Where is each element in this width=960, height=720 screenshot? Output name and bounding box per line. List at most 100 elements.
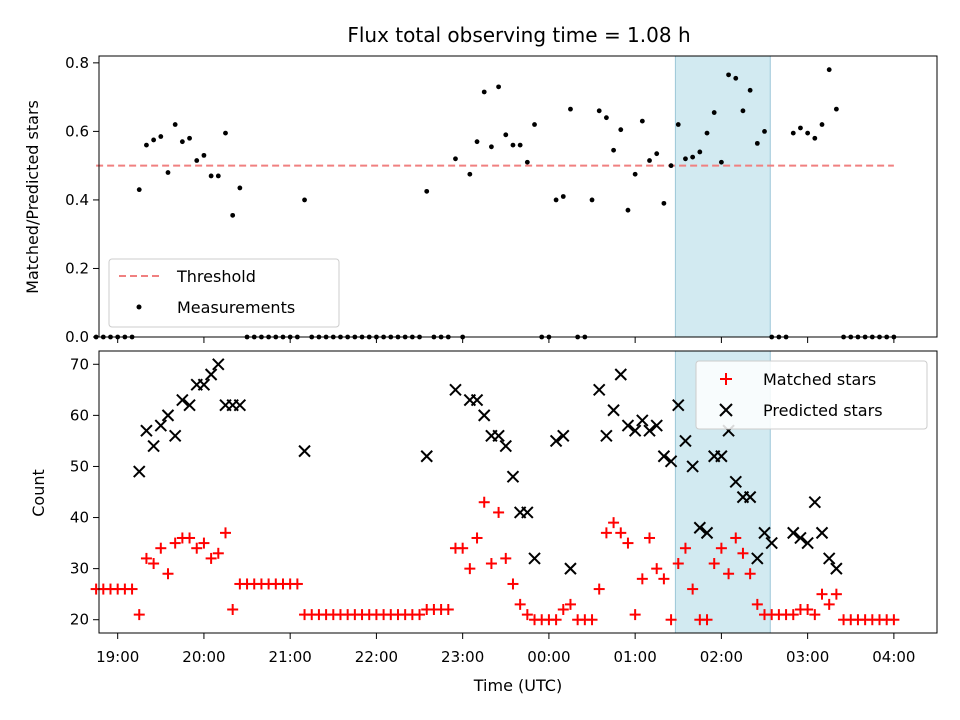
predicted-x-b (478, 409, 491, 422)
matched-stars-point (133, 609, 145, 621)
matched-stars-point (557, 604, 569, 615)
measurement-point (639, 118, 645, 124)
measurement-point (503, 132, 509, 138)
matched-stars-point (622, 537, 634, 549)
predicted-stars-point (499, 439, 512, 453)
predicted-x-b (506, 470, 520, 483)
matched-stars-point (665, 614, 677, 626)
ratio-ytick-label: 0.6 (65, 122, 89, 140)
measurement-point (568, 106, 573, 112)
predicted-stars-point (233, 398, 247, 412)
matched-stars-point (155, 542, 167, 554)
measurement-point (165, 170, 171, 175)
matched-stars-point (751, 598, 763, 610)
predicted-x-b (650, 419, 663, 432)
measurement-point (790, 130, 796, 136)
predicted-stars-point (751, 552, 764, 565)
predicted-x-b (614, 368, 627, 381)
predicted-stars-point (650, 419, 663, 432)
predicted-stars-point (420, 450, 433, 463)
matched-stars-point (737, 547, 749, 559)
legend-threshold-label: Threshold (176, 267, 256, 286)
predicted-x-b (154, 419, 168, 432)
count-panel: 20 30 40 50 60 70 19:00 20:00 21:00 22:00 23:00 00… (29, 350, 938, 695)
predicted-x-b (672, 398, 685, 412)
matched-stars-point (586, 614, 598, 626)
legend-predicted-label: Predicted stars (763, 401, 883, 420)
predicted-stars-point (168, 429, 182, 443)
matched-stars-point (521, 609, 533, 621)
predicted-stars-point (212, 358, 225, 371)
measurement-point (144, 142, 149, 148)
predicted-stars-point (794, 531, 807, 545)
measurement-point (654, 151, 660, 157)
measurement-point (798, 125, 803, 131)
predicted-x-b (628, 424, 642, 437)
predicted-x-b (499, 439, 512, 453)
matched-stars-point (830, 588, 842, 600)
xtick-label: 02:00 (700, 648, 743, 666)
matched-stars-point (615, 527, 627, 539)
count-y-axis-label: Count (29, 469, 48, 517)
predicted-x-b (621, 419, 635, 432)
ratio-ytick-label: 0.4 (65, 191, 89, 209)
predicted-x-b (794, 531, 807, 545)
matched-stars-point (169, 537, 181, 549)
predicted-stars-point (822, 552, 836, 565)
measurement-point (187, 135, 192, 141)
ratio-ytick-label: 0.8 (65, 54, 89, 72)
matched-stars-point (787, 609, 799, 621)
measurement-point (453, 156, 458, 162)
measurement-point (151, 137, 157, 143)
predicted-stars-point (672, 398, 685, 412)
predicted-stars-point (521, 506, 534, 519)
measurement-point (510, 142, 516, 148)
measurement-point (754, 140, 760, 146)
measurement-point (733, 75, 739, 81)
ratio-y-axis-label: Matched/Predicted stars (23, 100, 42, 294)
predicted-x-b (298, 444, 311, 458)
ratio-panel-frame (98, 55, 938, 338)
matched-stars-point (507, 578, 519, 590)
predicted-x-b (700, 526, 714, 540)
predicted-x-b (715, 450, 728, 463)
predicted-x-b (212, 358, 225, 371)
predicted-x-b (815, 526, 829, 540)
matched-stars-point (608, 517, 620, 529)
predicted-x-b (564, 562, 577, 575)
matched-stars-point (687, 583, 699, 595)
ratio-legend-box (108, 258, 340, 328)
predicted-stars-point (204, 368, 218, 381)
predicted-stars-point (787, 526, 800, 540)
legend-measurements-swatch (136, 304, 142, 310)
x-axis-label: Time (UTC) (473, 676, 562, 695)
predicted-stars-point (686, 460, 699, 473)
measurement-point (826, 67, 832, 73)
ratio-ytick-label: 0.0 (65, 328, 89, 346)
predicted-x-b (787, 526, 800, 540)
measurement-point (625, 207, 631, 213)
predicted-stars-point (478, 409, 491, 422)
measurement-point (690, 154, 696, 160)
measurement-point (230, 212, 236, 218)
predicted-x-b (600, 429, 613, 443)
predicted-stars-point (758, 526, 771, 540)
predicted-stars-point (506, 470, 520, 483)
predicted-stars-point (614, 368, 627, 381)
xtick-label: 00:00 (527, 648, 570, 666)
predicted-stars-point (492, 429, 505, 443)
matched-stars-point (564, 598, 576, 610)
measurement-point (596, 108, 602, 114)
predicted-x-b (751, 552, 764, 565)
count-ytick-label: 70 (70, 355, 89, 373)
xtick-label: 01:00 (614, 648, 657, 666)
predicted-x-b (492, 429, 505, 443)
predicted-stars-point (161, 409, 175, 422)
measurement-point (833, 106, 839, 112)
predicted-x-b (830, 562, 843, 575)
predicted-stars-point (643, 424, 656, 437)
legend-matched-label: Matched stars (763, 370, 876, 389)
predicted-stars-point (449, 383, 462, 397)
predicted-x-b (197, 378, 211, 391)
